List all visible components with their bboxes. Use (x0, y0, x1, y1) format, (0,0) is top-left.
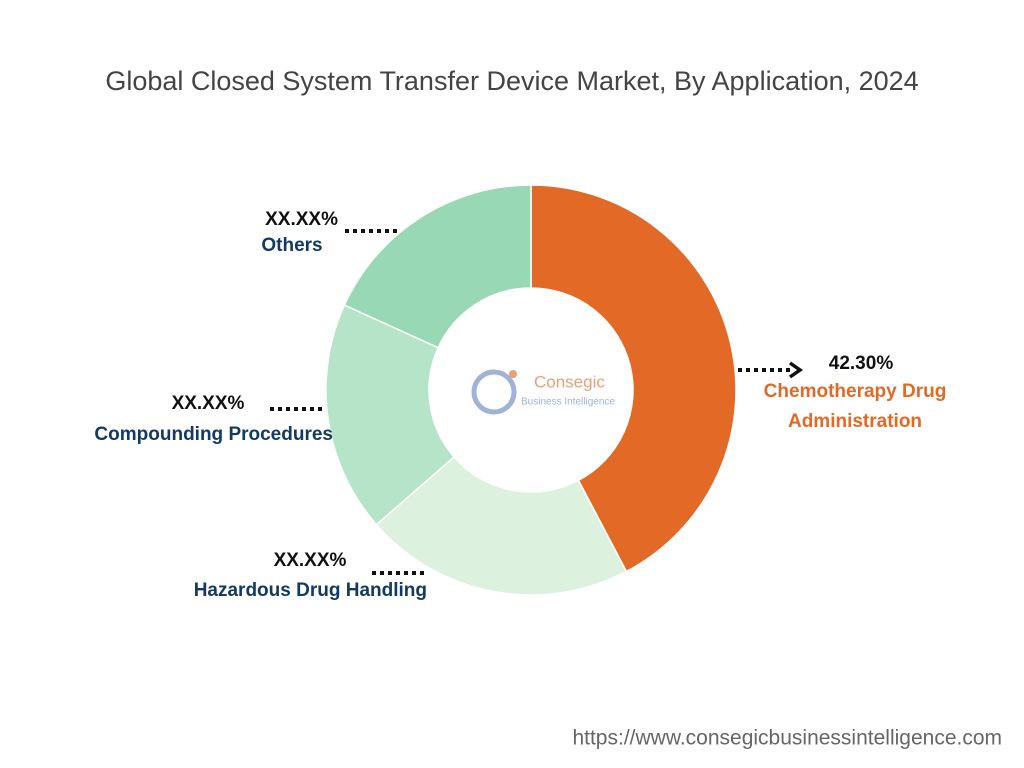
value-label: 42.30% (828, 353, 894, 374)
donut-slice (530, 184, 737, 573)
value-label: XX.XX% (171, 393, 245, 414)
source-url: https://www.consegicbusinessintelligence… (572, 727, 1002, 750)
logo-icon (471, 369, 517, 415)
value-label: XX.XX% (265, 209, 338, 230)
category-label: Chemotherapy Drug Administration (763, 381, 947, 432)
logo: Consegic Business Intelligence (471, 369, 615, 415)
logo-dot (509, 370, 517, 378)
leader-arrow (788, 361, 804, 379)
category-label: Compounding Procedures (94, 424, 333, 445)
category-label: Others (261, 235, 323, 256)
logo-name: Consegic (534, 372, 605, 391)
donut-slice (343, 184, 532, 349)
value-label: XX.XX% (273, 550, 347, 571)
donut-slice (325, 304, 456, 526)
category-label: Hazardous Drug Handling (193, 580, 427, 601)
chart-title: Global Closed System Transfer Device Mar… (105, 66, 918, 96)
donut-slice (375, 455, 628, 596)
logo-tagline: Business Intelligence (521, 397, 615, 408)
